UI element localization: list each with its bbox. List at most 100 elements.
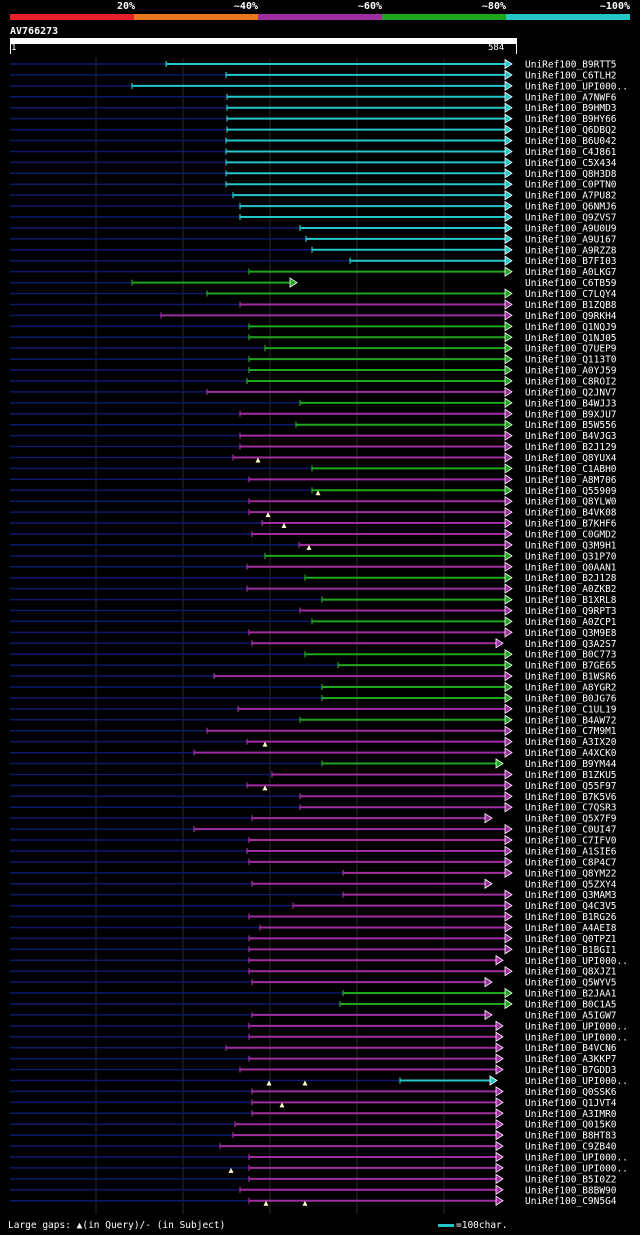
legend-swatch-20 (10, 14, 134, 20)
hit-arrow (504, 933, 513, 944)
hit-arrow (504, 539, 513, 551)
hit-label: UniRef100_Q31P70 (525, 551, 617, 562)
hit-arrow (504, 802, 513, 813)
query-gap-marker (255, 457, 261, 463)
hit-arrow (504, 594, 513, 605)
hit-arrow (504, 266, 513, 277)
hit-arrow (504, 146, 513, 157)
hit-arrow (504, 769, 513, 780)
hit-arrow (504, 408, 513, 419)
ruler-start-label: 1 (11, 43, 17, 53)
hit-arrow (504, 80, 513, 92)
hit-label: UniRef100_Q6NMJ6 (525, 202, 617, 213)
hit-label: UniRef100_A7PU82 (525, 191, 617, 202)
hit-label: UniRef100_C8ROI2 (525, 376, 617, 387)
hit-label: UniRef100_Q1NQJ9 (525, 322, 617, 333)
hit-arrow (504, 605, 513, 616)
hit-label: UniRef100_A0YJ59 (525, 366, 617, 377)
hit-arrow (504, 747, 513, 758)
hit-arrow (504, 725, 513, 736)
hit-label: UniRef100_C1UL19 (525, 704, 617, 715)
hit-arrow (495, 1031, 504, 1043)
scale-legend: =100char. (438, 1220, 507, 1231)
hit-label: UniRef100_UPI000.. (525, 956, 628, 967)
gaps-legend: Large gaps: ▲(in Query)/- (in Subject) (8, 1220, 226, 1231)
hit-arrow (504, 823, 513, 835)
hit-label: UniRef100_B8HT83 (525, 1131, 617, 1142)
legend-swatch-60 (258, 14, 382, 20)
hit-label: UniRef100_UPI000.. (525, 1032, 628, 1043)
hit-arrow (504, 780, 513, 791)
hit-label: UniRef100_B1WSR6 (525, 672, 617, 683)
hit-arrow (504, 69, 513, 81)
hit-label: UniRef100_Q3A2S7 (525, 639, 617, 650)
hit-label: UniRef100_C5X434 (525, 158, 617, 169)
query-name: AV766273 (10, 26, 59, 37)
hit-label: UniRef100_B9HY66 (525, 114, 617, 125)
hit-label: UniRef100_Q3M9E8 (525, 628, 617, 639)
query-gap-marker (281, 523, 287, 529)
hit-label: UniRef100_C7M9M1 (525, 726, 617, 737)
hit-label: UniRef100_B2JAA1 (525, 989, 617, 1000)
hit-arrow (504, 102, 513, 113)
hit-label: UniRef100_A3IMR0 (525, 1109, 617, 1120)
hit-arrow (504, 736, 513, 747)
hit-arrow (504, 681, 513, 693)
hit-label: UniRef100_Q5X7F9 (525, 814, 617, 825)
legend-label-20: 20% (116, 1, 135, 12)
hit-label: UniRef100_Q9RPT3 (525, 606, 617, 617)
hit-arrow (504, 168, 513, 179)
hit-arrow (495, 1042, 504, 1053)
hit-arrow (484, 878, 493, 889)
hit-label: UniRef100_B5I0Z2 (525, 1174, 617, 1185)
hit-label: UniRef100_Q0SSK6 (525, 1087, 617, 1098)
hit-arrow (495, 1162, 504, 1174)
hit-arrow (504, 255, 513, 266)
hit-label: UniRef100_UPI000.. (525, 1021, 628, 1032)
hit-arrow (504, 364, 513, 376)
hit-arrow (504, 517, 513, 529)
hit-arrow (504, 998, 513, 1010)
hit-label: UniRef100_A5IGW7 (525, 1010, 617, 1021)
hit-arrow (504, 211, 513, 223)
hit-label: UniRef100_Q2JNV7 (525, 387, 617, 398)
hit-arrow (495, 1064, 504, 1075)
hit-label: UniRef100_C4J861 (525, 147, 617, 158)
hit-label: UniRef100_A8YGR2 (525, 683, 617, 694)
hit-arrow (504, 244, 513, 256)
hit-arrow (504, 233, 513, 245)
hit-label: UniRef100_B1ZQB8 (525, 300, 617, 311)
hit-label: UniRef100_B9HMD3 (525, 103, 617, 114)
hit-label: UniRef100_Q55909 (525, 486, 617, 497)
scale-text: =100char. (456, 1220, 508, 1231)
hit-label: UniRef100_Q5WYV5 (525, 978, 617, 989)
hit-arrow (504, 528, 513, 540)
hit-arrow (504, 703, 513, 715)
ruler-end-label: 584 (488, 43, 505, 53)
hit-label: UniRef100_B8BW90 (525, 1185, 617, 1196)
hit-label: UniRef100_C6TB59 (525, 278, 617, 289)
hit-arrow (504, 441, 513, 452)
legend-label-60: ~60% (357, 1, 382, 12)
hit-arrow (504, 944, 513, 955)
hit-arrow (504, 463, 513, 474)
hit-label: UniRef100_UPI000.. (525, 1163, 628, 1174)
hit-label: UniRef100_B2J129 (525, 442, 617, 453)
hit-arrow (504, 506, 513, 518)
hit-arrow (504, 627, 513, 638)
hit-label: UniRef100_C6TLH2 (525, 70, 617, 81)
hit-arrow (504, 648, 513, 660)
hit-arrow (504, 616, 513, 627)
hit-arrow (504, 867, 513, 879)
hit-label: UniRef100_C1ABH0 (525, 464, 617, 475)
hit-label: UniRef100_A3KKP7 (525, 1054, 617, 1065)
legend-swatch-100 (506, 14, 630, 20)
hit-arrow (504, 375, 513, 387)
ruler-tick-start (10, 43, 11, 54)
hit-arrow (504, 900, 513, 911)
hit-arrow (504, 452, 513, 463)
hit-label: UniRef100_A1SIE6 (525, 846, 617, 857)
hit-label: UniRef100_Q015K0 (525, 1120, 617, 1131)
hit-arrow (504, 321, 513, 332)
hit-label: UniRef100_B9RTT5 (525, 60, 617, 71)
